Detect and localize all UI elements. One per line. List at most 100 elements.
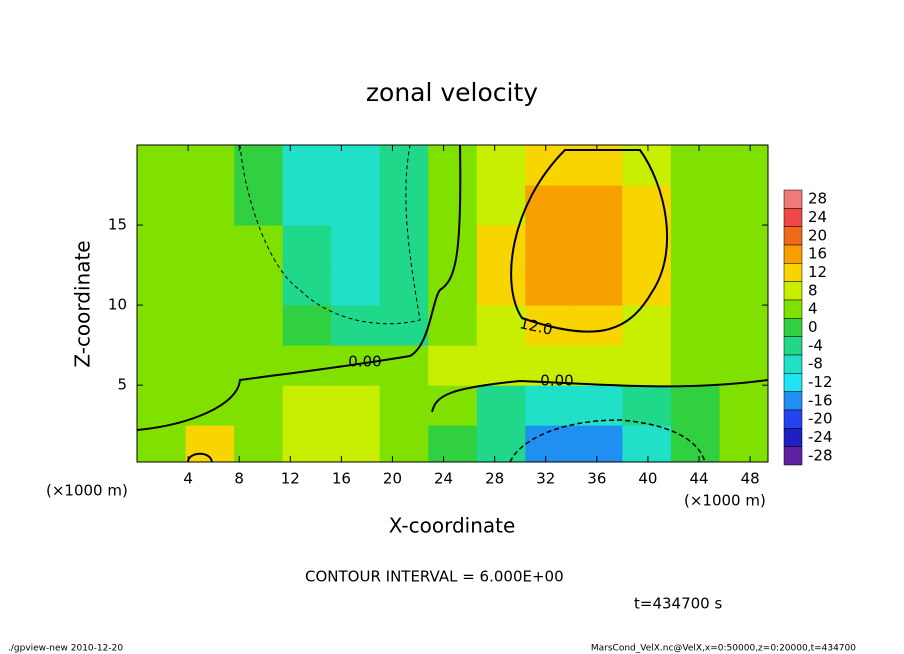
field-cell	[719, 265, 768, 306]
field-cell	[234, 305, 284, 346]
field-cell	[719, 225, 768, 266]
field-cell	[719, 185, 768, 226]
field-cell	[476, 345, 526, 386]
x-tick-label: 16	[332, 470, 351, 488]
field-cell	[476, 185, 526, 226]
x-axis-label: X-coordinate	[389, 514, 516, 538]
x-tick-label: 32	[536, 470, 555, 488]
field-cell	[670, 385, 720, 426]
colorbar-swatch	[783, 263, 803, 282]
contour-neg	[509, 419, 706, 462]
field	[137, 145, 768, 462]
field-cell	[622, 305, 672, 346]
colorbar-swatch	[783, 281, 803, 301]
x-tick-label: 20	[383, 470, 402, 488]
contour-label: 0.00	[540, 372, 573, 390]
x-unit: (×1000 m)	[684, 492, 766, 510]
field-cell	[573, 345, 623, 386]
x-tick-label: 24	[434, 470, 453, 488]
contour-twelve	[187, 452, 213, 462]
field-cell	[573, 305, 623, 346]
contours	[137, 145, 768, 462]
field-cell	[622, 225, 672, 266]
field-cell	[525, 225, 575, 266]
field-cell	[476, 225, 526, 266]
field-cell	[379, 265, 429, 306]
contour-zero	[137, 145, 462, 431]
colorbar-label: -20	[808, 410, 833, 428]
field-cell	[476, 265, 526, 306]
x-tick-label: 12	[281, 470, 300, 488]
field-cell	[573, 225, 623, 266]
field-cell	[282, 265, 332, 306]
field-cell	[622, 385, 672, 426]
colorbar-label: 12	[808, 263, 827, 281]
field-cell	[379, 345, 429, 386]
colorbar-swatch	[783, 409, 803, 429]
field-cell	[282, 345, 332, 386]
contour-twelve	[510, 149, 669, 333]
field-cell	[282, 185, 332, 226]
field-cell	[573, 185, 623, 226]
colorbar-label: -28	[808, 446, 833, 464]
field-cell	[137, 345, 187, 386]
field-cell	[428, 425, 478, 462]
colorbar-label: 8	[808, 281, 818, 299]
field-cell	[428, 185, 478, 226]
colorbar-swatch	[783, 354, 803, 374]
field-cell	[331, 385, 381, 426]
field-cell	[331, 145, 381, 186]
field-cell	[719, 385, 768, 426]
colorbar-label: 24	[808, 208, 827, 226]
field-cell	[573, 385, 623, 426]
field-cell	[185, 305, 235, 346]
field-cell	[379, 145, 429, 186]
field-cell	[428, 345, 478, 386]
y-tick-label: 10	[108, 296, 127, 314]
field-cell	[234, 145, 284, 186]
field-cell	[670, 145, 720, 186]
field-cell	[525, 185, 575, 226]
field-cell	[282, 385, 332, 426]
field-cell	[282, 305, 332, 346]
colorbar-swatch	[783, 226, 803, 246]
colorbar-swatch	[783, 299, 803, 319]
field-cell	[137, 225, 187, 266]
field-cell	[185, 385, 235, 426]
field-cell	[137, 265, 187, 306]
field-cell	[525, 145, 575, 186]
field-cell	[185, 425, 235, 462]
field-cell	[719, 145, 768, 186]
field-cell	[331, 225, 381, 266]
colorbar-label: -8	[808, 355, 823, 373]
field-cell	[670, 345, 720, 386]
field-cell	[379, 185, 429, 226]
field-cell	[670, 265, 720, 306]
footer-left: ./gpview-new 2010-12-20	[8, 644, 123, 654]
x-tick-label: 40	[638, 470, 657, 488]
y-unit: (×1000 m)	[46, 482, 128, 500]
field-cell	[622, 345, 672, 386]
chart-title: zonal velocity	[366, 78, 538, 107]
colorbar-swatch	[783, 318, 803, 337]
field-cell	[137, 305, 187, 346]
field-cell	[573, 425, 623, 462]
field-cell	[379, 305, 429, 346]
contour-label: 0.00	[348, 353, 381, 371]
field-cell	[234, 225, 284, 266]
colorbar-swatch	[783, 391, 803, 411]
colorbar-swatch	[783, 336, 803, 356]
colorbar-swatch	[783, 373, 803, 392]
field-cell	[379, 385, 429, 426]
y-tick-label: 5	[117, 376, 127, 394]
field-cell	[185, 185, 235, 226]
field-cell	[573, 145, 623, 186]
colorbar-label: 20	[808, 226, 827, 244]
colorbar-label: -12	[808, 373, 833, 391]
field-cell	[331, 425, 381, 462]
colorbar-label: 28	[808, 190, 827, 208]
x-tick-label: 36	[587, 470, 606, 488]
field-cell	[428, 305, 478, 346]
contour-neg	[239, 145, 421, 325]
